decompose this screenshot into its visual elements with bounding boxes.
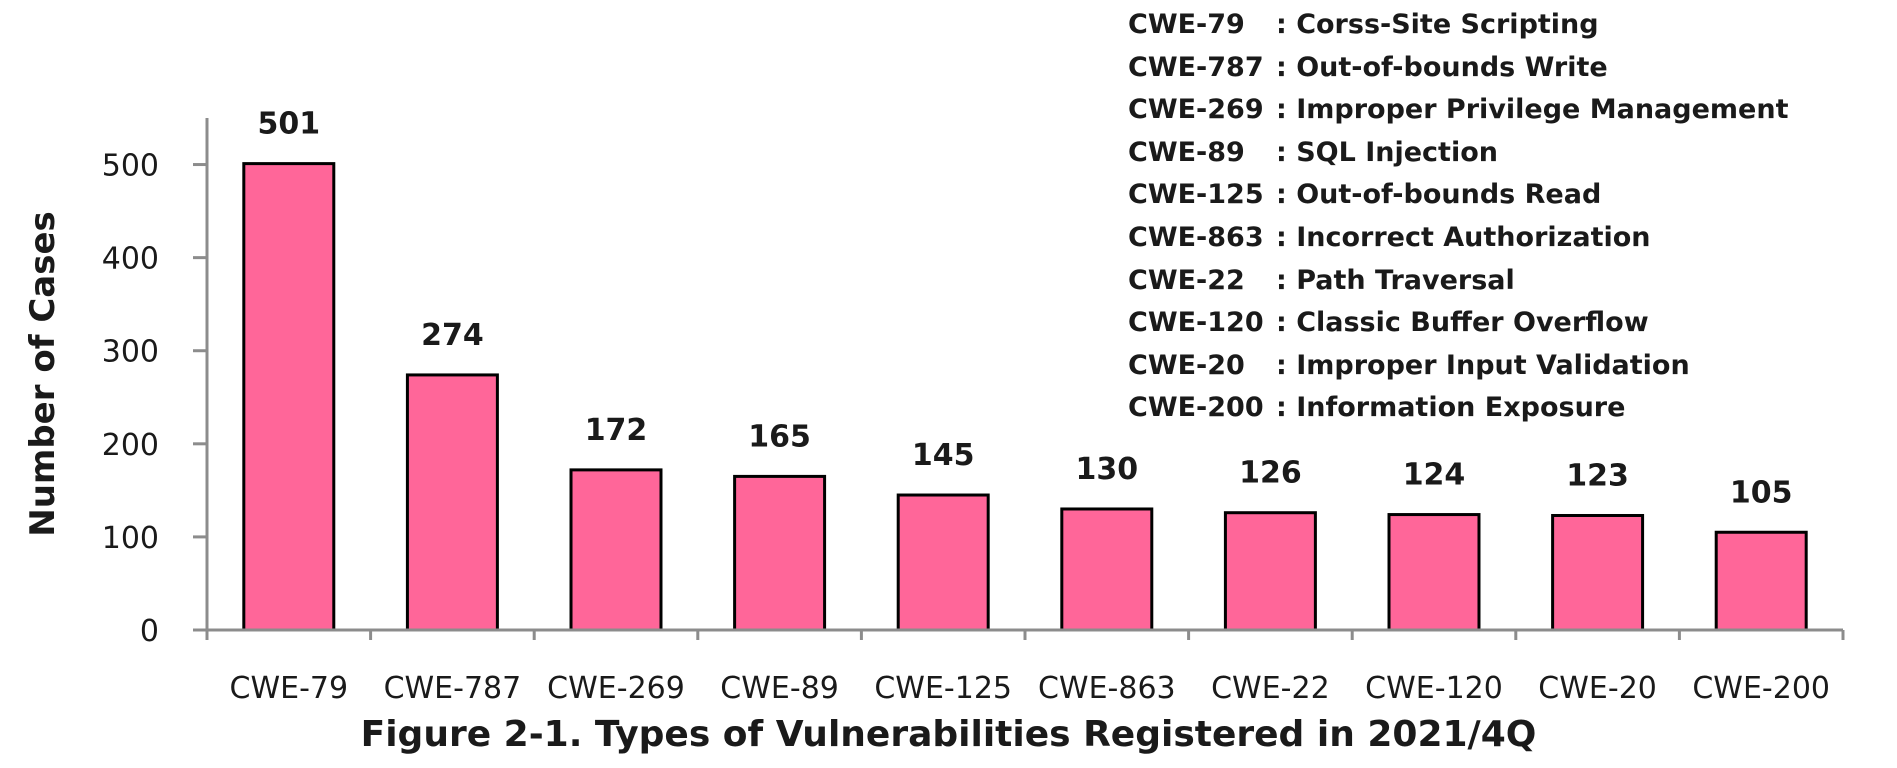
legend-entry: CWE-89 : SQL Injection	[1128, 132, 1789, 175]
x-tick-label: CWE-787	[384, 671, 522, 706]
data-labels: 501 274 172 165 145 130 126 124 123 105	[257, 107, 1792, 511]
x-tick-label: CWE-125	[874, 671, 1012, 706]
legend-description: : Out-of-bounds Read	[1276, 179, 1602, 211]
legend-entry: CWE-200 : Information Exposure	[1128, 387, 1789, 430]
data-label: 165	[748, 419, 811, 454]
bar	[569, 468, 663, 632]
x-tick-label: CWE-120	[1365, 671, 1503, 706]
y-tick-label: 300	[102, 335, 159, 370]
data-label: 105	[1730, 475, 1793, 510]
legend-code: CWE-863	[1128, 221, 1264, 253]
x-tick-label: CWE-79	[230, 671, 349, 706]
y-tick-label: 400	[102, 242, 159, 277]
legend-description: : Corss-Site Scripting	[1276, 9, 1599, 40]
data-label: 123	[1566, 458, 1629, 493]
chart-title: Figure 2-1. Types of Vulnerabilities Reg…	[360, 714, 1537, 755]
legend-entry: CWE-79 : Corss-Site Scripting	[1128, 4, 1789, 47]
data-label: 274	[421, 318, 484, 353]
legend-code: CWE-22	[1128, 264, 1245, 296]
data-label: 126	[1239, 456, 1302, 491]
data-label: 124	[1403, 458, 1466, 493]
bar	[1060, 507, 1154, 632]
legend-entry: CWE-269 : Improper Privilege Management	[1128, 89, 1789, 132]
y-axis-tick-labels: 0 100 200 300 400 500	[102, 149, 159, 649]
bar	[1223, 511, 1317, 632]
legend-entry: CWE-787 : Out-of-bounds Write	[1128, 47, 1789, 90]
legend-description: : Improper Input Validation	[1276, 349, 1690, 381]
legend-code: CWE-20	[1128, 349, 1245, 381]
legend-description: : Path Traversal	[1276, 264, 1515, 296]
x-tick-label: CWE-863	[1038, 671, 1176, 706]
y-axis-title: Number of Cases	[23, 211, 63, 537]
bar	[242, 162, 336, 632]
bar	[405, 373, 499, 632]
x-tick-label: CWE-22	[1211, 671, 1330, 706]
bar	[1551, 513, 1645, 632]
legend-code: CWE-89	[1128, 136, 1245, 168]
x-axis-tick-labels: CWE-79 CWE-787 CWE-269 CWE-89 CWE-125 CWE-863…	[230, 671, 1831, 706]
data-label: 172	[585, 413, 648, 448]
legend-description: : Out-of-bounds Write	[1276, 51, 1608, 83]
legend-code: CWE-787	[1128, 51, 1264, 83]
legend-code: CWE-125	[1128, 179, 1264, 211]
legend-code: CWE-200	[1128, 392, 1264, 424]
legend-description: : SQL Injection	[1276, 136, 1498, 168]
legend-description: : Improper Privilege Management	[1276, 94, 1789, 126]
legend-entry: CWE-20 : Improper Input Validation	[1128, 345, 1789, 388]
legend-code: CWE-79	[1128, 9, 1245, 40]
y-tick-label: 500	[102, 149, 159, 184]
legend-code: CWE-120	[1128, 307, 1264, 339]
x-tick-label: CWE-200	[1692, 671, 1830, 706]
legend-entry: CWE-120 : Classic Buffer Overflow	[1128, 302, 1789, 345]
x-tick-label: CWE-20	[1538, 671, 1657, 706]
legend-entry: CWE-22 : Path Traversal	[1128, 260, 1789, 303]
bar	[896, 493, 990, 632]
x-tick-label: CWE-89	[720, 671, 839, 706]
legend-description: : Classic Buffer Overflow	[1276, 307, 1649, 339]
bar	[733, 474, 827, 632]
bar	[1714, 530, 1808, 632]
x-tick-label: CWE-269	[547, 671, 685, 706]
bars	[242, 162, 1808, 632]
legend-description: : Information Exposure	[1276, 392, 1626, 424]
legend-entry: CWE-125 : Out-of-bounds Read	[1128, 174, 1789, 217]
y-tick-label: 100	[102, 521, 159, 556]
legend: CWE-79 : Corss-Site Scripting CWE-787 : Out…	[1128, 4, 1789, 430]
legend-entry: CWE-863 : Incorrect Authorization	[1128, 217, 1789, 260]
data-label: 145	[912, 438, 975, 473]
legend-description: : Incorrect Authorization	[1276, 221, 1651, 253]
data-label: 130	[1075, 452, 1138, 487]
y-axis-ticks	[193, 163, 207, 632]
x-axis-ticks	[205, 630, 1845, 640]
y-tick-label: 0	[140, 614, 159, 649]
y-tick-label: 200	[102, 428, 159, 463]
legend-code: CWE-269	[1128, 94, 1264, 126]
data-label: 501	[257, 107, 320, 142]
bar	[1387, 513, 1481, 632]
